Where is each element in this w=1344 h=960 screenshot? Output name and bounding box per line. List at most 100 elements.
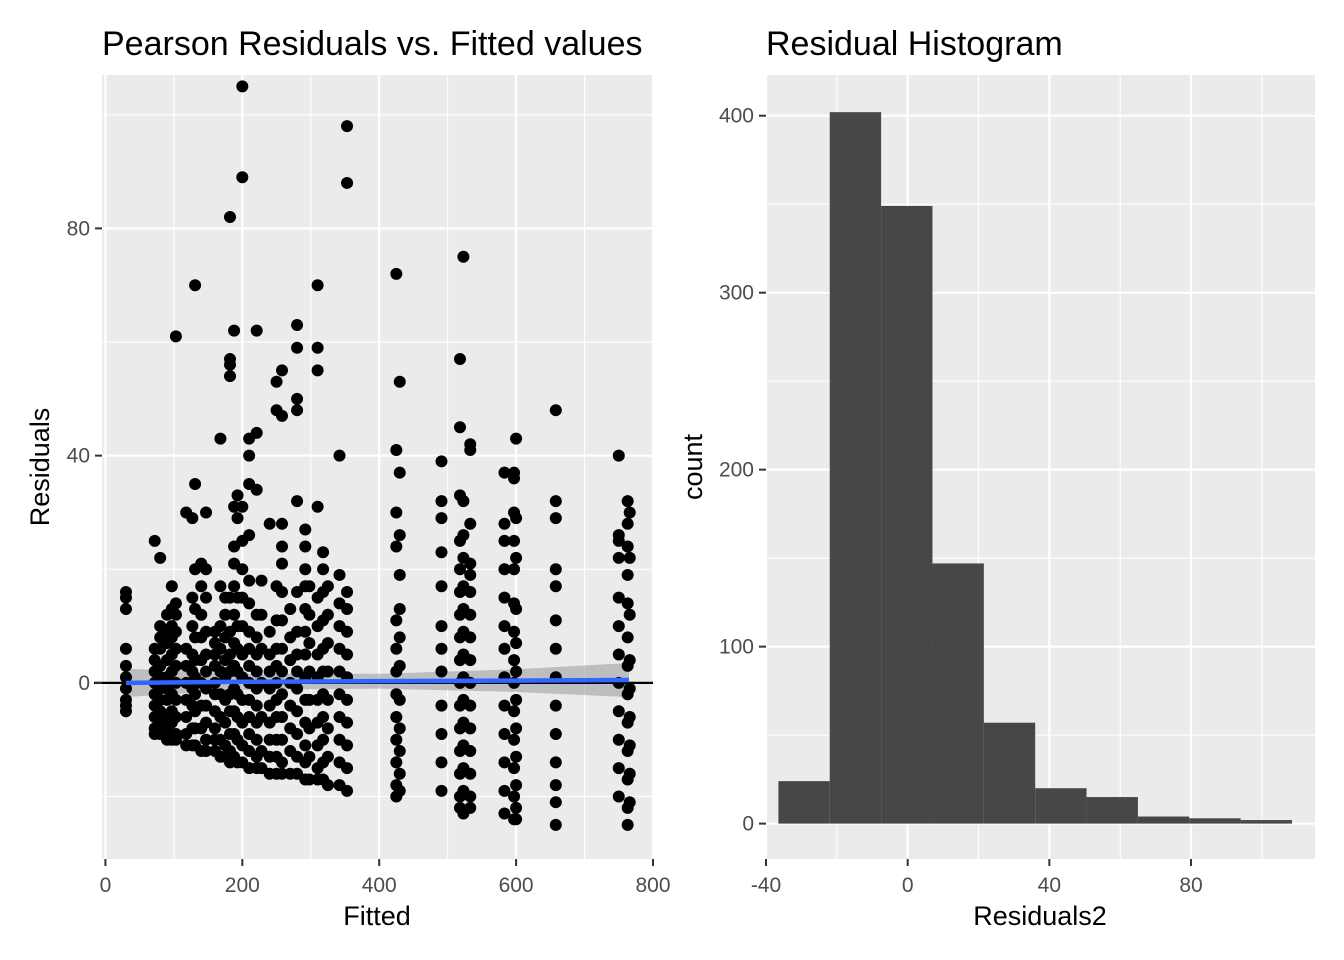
data-point [186, 620, 199, 633]
data-point [498, 517, 511, 530]
data-point [119, 591, 132, 604]
data-point [291, 404, 304, 417]
data-point [276, 733, 289, 746]
data-point [169, 330, 182, 343]
data-point [250, 631, 263, 644]
histogram-title: Residual Histogram [766, 25, 1063, 63]
y-tick-label: 80 [67, 217, 90, 240]
data-point [186, 512, 199, 525]
data-point [200, 699, 213, 712]
data-point [621, 597, 634, 610]
data-point [435, 699, 448, 712]
scatter-x-axis: 0 200 400 600 800 [100, 859, 671, 897]
data-point [623, 710, 636, 723]
data-point [464, 585, 477, 598]
data-point [510, 665, 523, 678]
histogram-bar [829, 112, 882, 824]
data-point [390, 733, 403, 746]
data-point [464, 699, 477, 712]
data-point [169, 608, 182, 621]
data-point [393, 722, 406, 735]
data-point [508, 705, 521, 718]
data-point [621, 631, 634, 644]
data-point [291, 705, 304, 718]
data-point [549, 512, 562, 525]
data-point [390, 614, 403, 627]
data-point [228, 608, 241, 621]
data-point [228, 324, 241, 337]
data-point [390, 642, 403, 655]
data-point [291, 495, 304, 508]
data-point [200, 591, 213, 604]
data-point [276, 409, 289, 422]
data-point [311, 279, 324, 292]
data-point [169, 597, 182, 610]
data-point [291, 682, 304, 695]
data-point [214, 432, 227, 445]
data-point [200, 733, 213, 746]
data-point [200, 648, 213, 661]
data-point [510, 801, 523, 814]
data-point [510, 693, 523, 706]
data-point [612, 449, 625, 462]
data-point [119, 659, 132, 672]
data-point [321, 693, 334, 706]
data-point [508, 733, 521, 746]
x-tick-label: 400 [362, 874, 397, 897]
data-point [390, 756, 403, 769]
data-point [393, 603, 406, 616]
data-point [510, 603, 523, 616]
data-point [236, 80, 249, 93]
data-point [276, 688, 289, 701]
data-point [453, 421, 466, 434]
data-point [435, 728, 448, 741]
data-point [498, 534, 511, 547]
data-point [341, 784, 354, 797]
data-point [186, 591, 199, 604]
data-point [243, 529, 256, 542]
data-point [623, 551, 636, 564]
data-point [333, 568, 346, 581]
data-point [435, 512, 448, 525]
histogram-panel: Residual Histogram -40 0 40 80 0 100 200 300 40… [678, 25, 1315, 931]
data-point [200, 625, 213, 638]
data-point [270, 375, 283, 388]
data-point [317, 733, 330, 746]
data-point [510, 512, 523, 525]
data-point [195, 580, 208, 593]
histogram-bar [932, 563, 984, 824]
data-point [299, 523, 312, 536]
data-point [510, 637, 523, 650]
data-point [276, 767, 289, 780]
y-tick-label: 0 [78, 672, 90, 695]
data-point [549, 404, 562, 417]
data-point [510, 551, 523, 564]
data-point [299, 540, 312, 553]
data-point [291, 392, 304, 405]
scatter-y-axis-title: Residuals [25, 408, 55, 527]
data-point [291, 625, 304, 638]
data-point [317, 710, 330, 723]
data-point [621, 818, 634, 831]
data-point [250, 699, 263, 712]
data-point [508, 563, 521, 576]
scatter-panel: Pearson Residuals vs. Fitted values 0 200… [25, 25, 671, 931]
data-point [549, 818, 562, 831]
data-point [464, 745, 477, 758]
data-point [464, 654, 477, 667]
data-point [299, 648, 312, 661]
data-point [508, 790, 521, 803]
data-point [612, 534, 625, 547]
data-point [623, 506, 636, 519]
data-point [435, 455, 448, 468]
data-point [321, 608, 334, 621]
data-point [263, 625, 276, 638]
data-point [341, 120, 354, 133]
data-point [510, 813, 523, 826]
data-point [236, 563, 249, 576]
data-point [464, 557, 477, 570]
data-point [549, 728, 562, 741]
x-tick-label: 800 [635, 874, 670, 897]
y-tick-label: 400 [719, 105, 754, 128]
data-point [508, 654, 521, 667]
